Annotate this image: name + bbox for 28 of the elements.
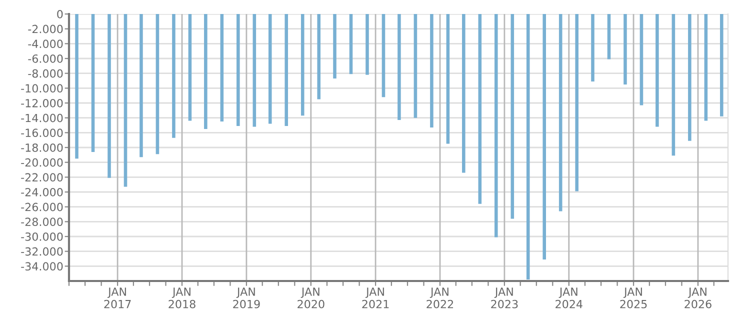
y-tick-label: -16.000 xyxy=(21,128,63,138)
x-tick-label: JAN 2023 xyxy=(491,288,518,308)
y-tick-label: -10.000 xyxy=(21,84,63,93)
y-tick-label: -18.000 xyxy=(21,143,63,152)
x-tick-label: JAN 2020 xyxy=(298,288,324,308)
x-tick-label: JAN 2021 xyxy=(362,288,389,308)
x-tick-label: JAN 2026 xyxy=(684,288,712,308)
y-tick-label: -26.000 xyxy=(21,202,63,212)
y-tick-label: -14.000 xyxy=(21,114,63,122)
x-tick-label: JAN 2022 xyxy=(426,288,454,308)
x-tick-label: JAN 2019 xyxy=(233,288,260,308)
x-tick-label: JAN 2017 xyxy=(104,288,131,308)
y-tick-label: -4.000 xyxy=(28,40,63,48)
y-tick-label: -24.000 xyxy=(21,188,63,196)
y-tick-label: -2.000 xyxy=(28,24,63,34)
y-tick-label: -20.000 xyxy=(21,158,63,167)
y-tick-label: -8.000 xyxy=(28,69,63,78)
y-tick-label: -30.000 xyxy=(21,232,63,241)
y-tick-label: -28.000 xyxy=(21,218,63,226)
x-tick-label: JAN 2018 xyxy=(168,288,196,308)
x-tick-label: JAN 2025 xyxy=(620,288,647,308)
y-tick-label: -6.000 xyxy=(28,54,63,63)
y-tick-label: -34.000 xyxy=(21,262,63,271)
y-tick-label: 0 xyxy=(57,10,63,18)
y-tick-label: -32.000 xyxy=(21,247,63,256)
x-tick-label: JAN 2024 xyxy=(556,288,582,308)
y-tick-label: -22.000 xyxy=(21,173,63,182)
y-tick-label: -12.000 xyxy=(21,98,63,108)
